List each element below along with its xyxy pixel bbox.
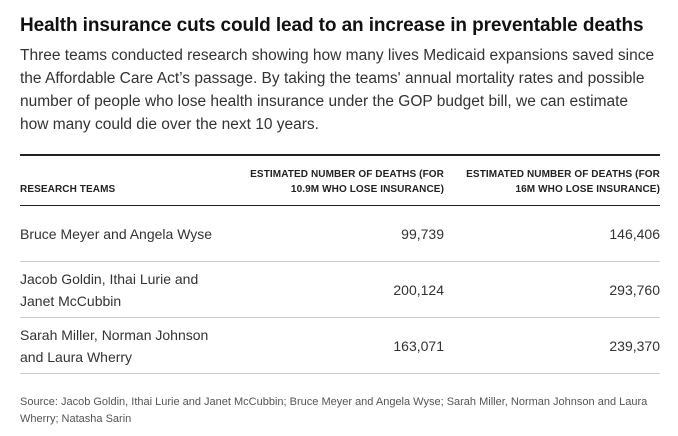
deaths-10-9m: 163,071 — [393, 337, 444, 354]
header-research-teams: RESEARCH TEAMS — [20, 184, 116, 195]
deaths-table: RESEARCH TEAMS ESTIMATED NUMBER OF DEATH… — [20, 154, 660, 374]
deaths-16m: 146,406 — [609, 225, 660, 242]
deaths-16m: 239,370 — [609, 337, 660, 354]
table-row: Bruce Meyer and Angela Wyse 99,739 146,4… — [20, 205, 660, 262]
deaths-10-9m: 99,739 — [401, 225, 444, 242]
team-name: Jacob Goldin, Ithai Lurie and Janet McCu… — [20, 270, 199, 309]
graphic-subtitle: Three teams conducted research showing h… — [20, 47, 655, 133]
graphic-title: Health insurance cuts could lead to an i… — [20, 15, 644, 36]
table-row: Sarah Miller, Norman Johnson and Laura W… — [20, 317, 660, 374]
graphic-container: Health insurance cuts could lead to an i… — [20, 14, 660, 428]
header-deaths-16m: ESTIMATED NUMBER OF DEATHS (FOR 16M WHO … — [466, 169, 660, 195]
header-row: RESEARCH TEAMS ESTIMATED NUMBER OF DEATH… — [20, 155, 660, 206]
team-name: Sarah Miller, Norman Johnson and Laura W… — [20, 326, 209, 365]
table-row: Jacob Goldin, Ithai Lurie and Janet McCu… — [20, 261, 660, 318]
table-header: RESEARCH TEAMS ESTIMATED NUMBER OF DEATH… — [20, 155, 660, 206]
team-name: Bruce Meyer and Angela Wyse — [20, 225, 213, 242]
deaths-16m: 293,760 — [609, 281, 660, 298]
table-body: Bruce Meyer and Angela Wyse 99,739 146,4… — [20, 205, 660, 374]
deaths-10-9m: 200,124 — [393, 281, 444, 298]
header-deaths-10-9m: ESTIMATED NUMBER OF DEATHS (FOR 10.9M WH… — [250, 169, 444, 195]
source-note: Source: Jacob Goldin, Ithai Lurie and Ja… — [20, 396, 648, 425]
